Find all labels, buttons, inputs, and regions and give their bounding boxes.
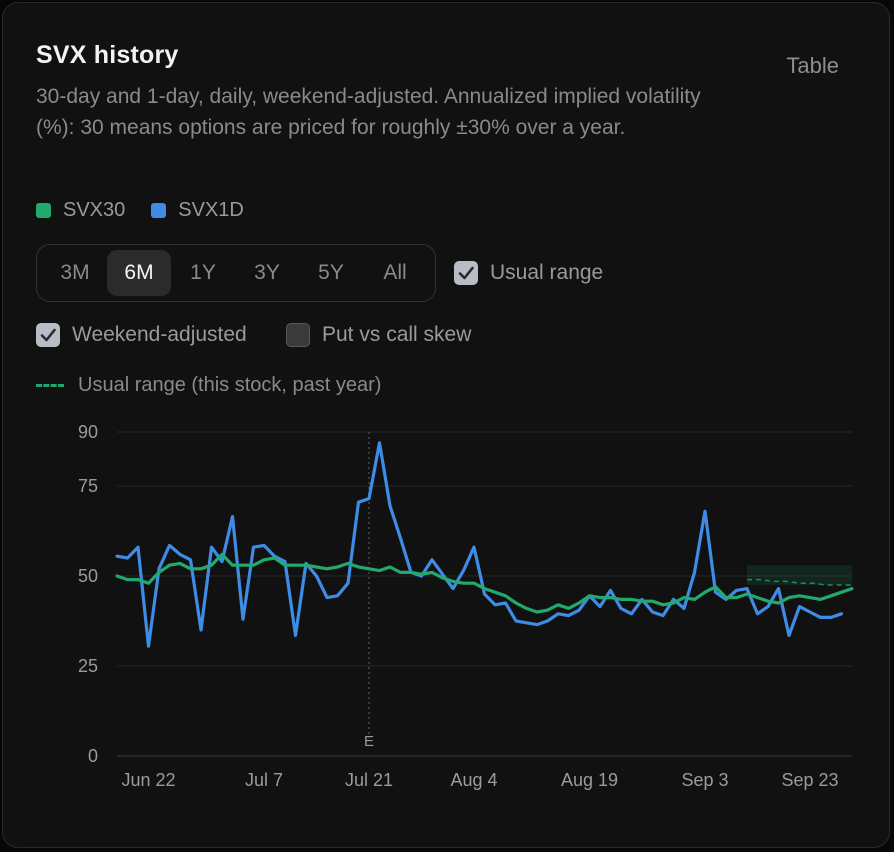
- range-button-5y[interactable]: 5Y: [318, 261, 344, 284]
- usual-range-label: Usual range: [490, 261, 604, 284]
- put-call-skew-checkbox[interactable]: [286, 323, 310, 347]
- series-lines: [115, 441, 854, 648]
- series-line-svx30: [115, 552, 854, 614]
- weekend-adjusted-checkbox[interactable]: [36, 323, 60, 347]
- x-tick-label-aug-19: Aug 19: [561, 770, 618, 790]
- table-view-link[interactable]: Table: [786, 53, 839, 78]
- usual-range-band: [747, 565, 852, 586]
- usual-range-dash-marker: [36, 384, 64, 387]
- svx30-swatch: [36, 203, 51, 218]
- card-subtitle: 30-day and 1-day, daily, weekend-adjuste…: [36, 85, 701, 139]
- x-axis-ticks: Jun 22 Jul 7 Jul 21 Aug 4 Aug 19 Sep 3 Sep 23: [121, 770, 838, 790]
- series-line-svx1d: [115, 441, 844, 648]
- put-call-skew-toggle[interactable]: Put vs call skew: [286, 323, 471, 347]
- event-marker-label: E: [364, 733, 374, 750]
- time-range-selector: 3M 6M 1Y 3Y 5Y All: [36, 244, 436, 302]
- range-button-6m[interactable]: 6M: [107, 250, 171, 296]
- y-tick-label-90: 90: [78, 422, 98, 442]
- chart-legend: SVX30 SVX1D: [36, 199, 244, 222]
- x-tick-label-jul-7: Jul 7: [245, 770, 283, 790]
- y-axis-ticks: 0 25 50 75 90: [78, 422, 98, 766]
- put-call-skew-label: Put vs call skew: [322, 323, 472, 346]
- x-tick-label-jul-21: Jul 21: [345, 770, 393, 790]
- usual-range-note: Usual range (this stock, past year): [36, 374, 381, 397]
- usual-range-note-text: Usual range (this stock, past year): [78, 374, 382, 396]
- x-tick-label-jun-22: Jun 22: [121, 770, 175, 790]
- legend-item-svx30: SVX30: [36, 199, 125, 222]
- y-tick-label-50: 50: [78, 566, 98, 586]
- x-tick-label-sep-23: Sep 23: [781, 770, 838, 790]
- usual-range-toggle[interactable]: Usual range: [454, 261, 603, 285]
- range-button-3m[interactable]: 3M: [60, 261, 90, 284]
- checkmark-icon: [458, 266, 474, 280]
- x-tick-label-aug-4: Aug 4: [450, 770, 497, 790]
- svx1d-swatch: [151, 203, 167, 218]
- legend-label-svx1d: SVX1D: [178, 199, 244, 221]
- y-tick-label-0: 0: [88, 746, 98, 766]
- usual-range-band-rect: [747, 565, 852, 585]
- usual-range-checkbox[interactable]: [454, 261, 478, 285]
- y-tick-label-75: 75: [78, 476, 98, 496]
- checkmark-icon: [40, 328, 56, 342]
- weekend-adjusted-label: Weekend-adjusted: [72, 323, 247, 346]
- legend-label-svx30: SVX30: [63, 199, 126, 221]
- legend-item-svx1d: SVX1D: [151, 199, 244, 222]
- card-title: SVX history: [36, 41, 179, 69]
- weekend-adjusted-toggle[interactable]: Weekend-adjusted: [36, 323, 247, 347]
- y-tick-label-25: 25: [78, 656, 98, 676]
- range-button-all[interactable]: All: [383, 261, 407, 284]
- event-marker: E: [364, 432, 374, 750]
- range-button-3y[interactable]: 3Y: [254, 261, 280, 284]
- x-tick-label-sep-3: Sep 3: [681, 770, 728, 790]
- range-button-1y[interactable]: 1Y: [190, 261, 216, 284]
